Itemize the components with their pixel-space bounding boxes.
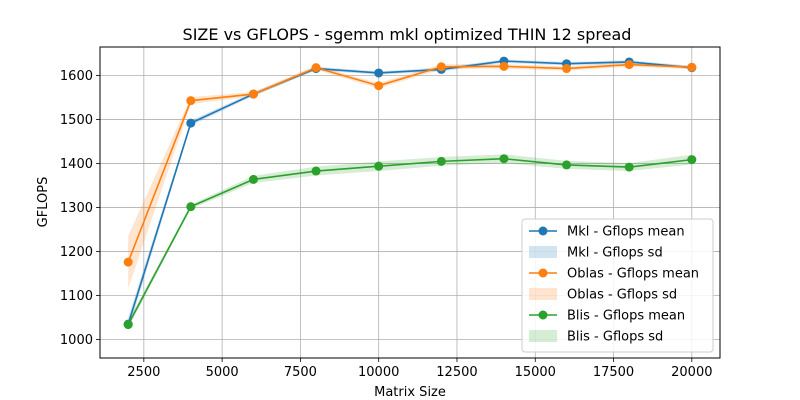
data-point: [123, 257, 133, 267]
plot-frame: [99, 46, 721, 359]
series-points: [123, 56, 697, 330]
x-tick-label: 5000: [206, 365, 239, 380]
data-point: [186, 96, 196, 106]
x-tick-label: 20000: [671, 365, 712, 380]
x-axis-label: Matrix Size: [374, 385, 446, 400]
legend-label: Oblas - Gflops sd: [567, 288, 677, 303]
data-point: [499, 154, 509, 164]
series-line-1: [127, 63, 692, 263]
legend-band-swatch: [529, 330, 557, 342]
data-point: [687, 155, 697, 165]
y-axis-ticks: 1000 1100 1200 1300 1400 1500 1600: [60, 69, 100, 348]
data-point: [248, 174, 258, 184]
legend-label: Blis - Gflops mean: [567, 309, 685, 324]
legend-band-swatch: [529, 288, 557, 300]
legend-band-swatch: [529, 246, 557, 258]
x-tick-label: 2500: [127, 365, 160, 380]
x-axis-ticks: 2500 5000 7500 10000 12500 15000 17500 20000: [127, 358, 712, 380]
data-point: [186, 118, 196, 128]
data-point: [374, 161, 384, 171]
legend-label: Oblas - Gflops mean: [567, 267, 699, 282]
data-point: [687, 62, 697, 72]
legend-marker: [538, 226, 548, 236]
data-point: [562, 64, 572, 74]
legend-label: Mkl - Gflops sd: [567, 246, 663, 261]
x-tick-label: 15000: [515, 365, 556, 380]
y-tick-label: 1000: [60, 333, 93, 348]
data-point: [436, 62, 446, 72]
data-point: [374, 68, 384, 78]
y-tick-label: 1200: [60, 245, 93, 260]
legend-label: Mkl - Gflops mean: [567, 225, 685, 240]
legend-marker: [538, 310, 548, 320]
data-point: [374, 81, 384, 91]
data-point: [624, 60, 634, 70]
x-tick-label: 7500: [284, 365, 317, 380]
y-tick-label: 1300: [60, 201, 93, 216]
data-point: [186, 202, 196, 212]
chart-title: SIZE vs GFLOPS - sgemm mkl optimized THI…: [183, 25, 632, 44]
x-tick-label: 12500: [436, 365, 477, 380]
data-point: [248, 89, 258, 99]
data-point: [499, 61, 509, 71]
series-lines: [127, 60, 692, 325]
data-point: [311, 166, 321, 176]
series-line-0: [127, 60, 692, 325]
x-tick-label: 17500: [593, 365, 634, 380]
legend-box: [521, 218, 714, 353]
y-axis-label: GFLOPS: [36, 177, 51, 228]
data-point: [123, 320, 133, 330]
legend-label: Blis - Gflops sd: [567, 330, 663, 345]
data-point: [436, 156, 446, 166]
x-tick-label: 10000: [358, 365, 399, 380]
y-tick-label: 1500: [60, 113, 93, 128]
data-point: [624, 162, 634, 172]
data-point: [562, 160, 572, 170]
y-tick-label: 1100: [60, 289, 93, 304]
data-point: [311, 63, 321, 73]
y-tick-label: 1400: [60, 157, 93, 172]
series-line-2: [127, 157, 692, 325]
legend-marker: [538, 268, 548, 278]
legend: Mkl - Gflops mean Mkl - Gflops sd Oblas - …: [521, 218, 714, 353]
y-tick-label: 1600: [60, 69, 93, 84]
